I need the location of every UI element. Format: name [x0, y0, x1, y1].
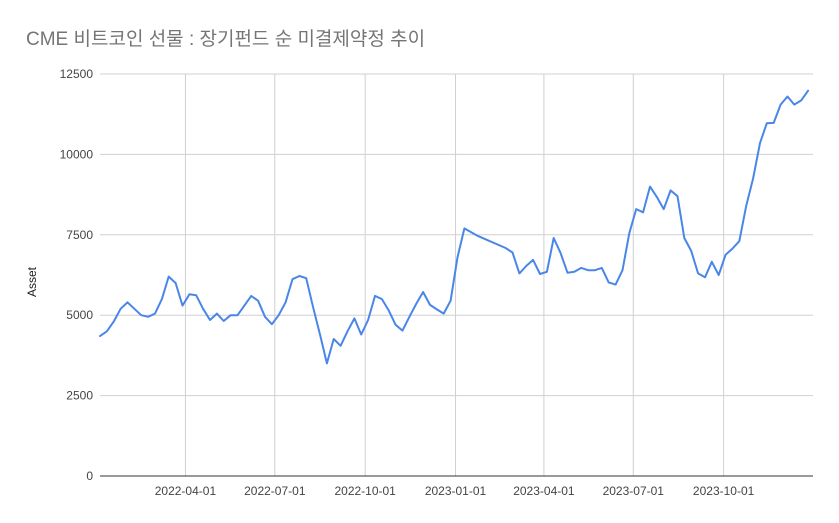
y-tick-label: 10000: [60, 147, 94, 161]
x-tick-label: 2022-04-01: [155, 484, 217, 498]
y-tick-label: 7500: [66, 228, 93, 242]
x-tick-label: 2023-07-01: [603, 484, 665, 498]
x-tick-label: 2023-10-01: [693, 484, 755, 498]
y-tick-label: 0: [86, 469, 93, 483]
horizontal-gridlines: [100, 73, 813, 397]
series-line: [99, 89, 810, 365]
x-tick-label: 2023-01-01: [425, 484, 487, 498]
y-tick-labels: 0 2500 5000 7500 10000 12500: [60, 67, 94, 483]
x-tick-label: 2023-04-01: [513, 484, 575, 498]
x-tick-label: 2022-10-01: [334, 484, 396, 498]
chart-title: CME 비트코인 선물 : 장기펀드 순 미결제약정 추이: [26, 29, 426, 50]
y-tick-label: 5000: [66, 308, 93, 322]
y-tick-label: 12500: [60, 67, 94, 81]
x-tick-labels: 2022-04-01 2022-07-01 2022-10-01 2023-01-01…: [155, 484, 755, 498]
x-tick-label: 2022-07-01: [244, 484, 306, 498]
y-tick-label: 2500: [66, 389, 93, 403]
y-axis-label: Asset: [25, 266, 39, 297]
